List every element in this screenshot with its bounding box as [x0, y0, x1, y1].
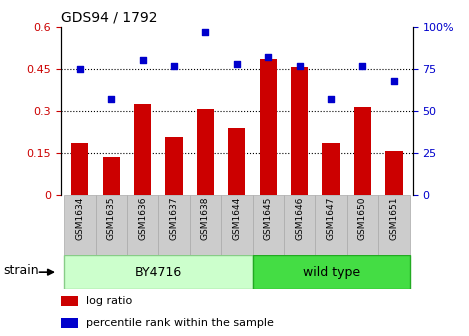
Text: BY4716: BY4716 — [135, 266, 182, 279]
Bar — [96, 195, 127, 255]
Point — [265, 54, 272, 60]
Bar — [378, 195, 409, 255]
Bar — [71, 143, 89, 195]
Text: log ratio: log ratio — [85, 296, 132, 306]
Text: GDS94 / 1792: GDS94 / 1792 — [61, 10, 158, 24]
Text: GSM1650: GSM1650 — [358, 197, 367, 240]
Bar — [64, 195, 96, 255]
Bar — [221, 195, 252, 255]
Point — [76, 66, 83, 72]
Text: wild type: wild type — [303, 266, 360, 279]
Text: GSM1636: GSM1636 — [138, 197, 147, 240]
Bar — [61, 318, 78, 328]
Bar — [284, 195, 315, 255]
Bar — [385, 152, 402, 195]
Bar — [190, 195, 221, 255]
Bar — [159, 195, 190, 255]
Bar — [347, 195, 378, 255]
Text: GSM1634: GSM1634 — [76, 197, 84, 240]
Text: GSM1638: GSM1638 — [201, 197, 210, 240]
Bar — [103, 157, 120, 195]
Bar — [197, 110, 214, 195]
Bar — [354, 107, 371, 195]
Bar — [252, 255, 409, 289]
Text: GSM1651: GSM1651 — [389, 197, 398, 240]
Text: GSM1645: GSM1645 — [264, 197, 273, 240]
Text: GSM1635: GSM1635 — [107, 197, 116, 240]
Text: GSM1647: GSM1647 — [326, 197, 335, 240]
Bar — [260, 59, 277, 195]
Bar — [315, 195, 347, 255]
Point — [359, 63, 366, 68]
Text: strain: strain — [3, 264, 38, 277]
Bar — [134, 104, 151, 195]
Point — [327, 96, 335, 102]
Text: GSM1637: GSM1637 — [169, 197, 179, 240]
Point — [107, 96, 115, 102]
Bar — [322, 143, 340, 195]
Point — [170, 63, 178, 68]
Text: percentile rank within the sample: percentile rank within the sample — [85, 318, 273, 328]
Bar — [64, 255, 252, 289]
Bar — [291, 68, 308, 195]
Bar — [166, 137, 182, 195]
Point — [139, 58, 146, 63]
Bar — [127, 195, 159, 255]
Bar — [252, 195, 284, 255]
Text: GSM1644: GSM1644 — [232, 197, 242, 240]
Point — [233, 61, 241, 67]
Point — [296, 63, 303, 68]
Bar — [228, 128, 245, 195]
Text: GSM1646: GSM1646 — [295, 197, 304, 240]
Bar — [61, 296, 78, 306]
Point — [202, 29, 209, 35]
Point — [390, 78, 398, 83]
